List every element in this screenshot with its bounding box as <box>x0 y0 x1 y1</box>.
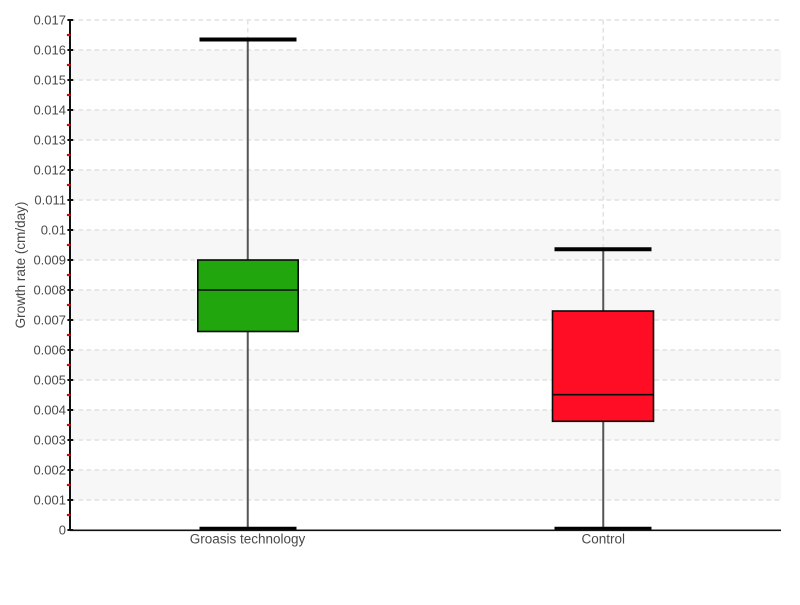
svg-text:0.009: 0.009 <box>33 252 66 267</box>
svg-text:0.011: 0.011 <box>34 192 66 207</box>
svg-text:0.001: 0.001 <box>33 492 66 507</box>
svg-text:0.017: 0.017 <box>33 12 66 27</box>
svg-text:Growth rate (cm/day): Growth rate (cm/day) <box>13 202 28 329</box>
svg-text:0.012: 0.012 <box>33 162 66 177</box>
svg-text:0.008: 0.008 <box>33 282 66 297</box>
svg-text:0.01: 0.01 <box>41 222 66 237</box>
svg-text:0.005: 0.005 <box>33 372 66 387</box>
svg-text:Control: Control <box>581 532 625 547</box>
svg-text:0: 0 <box>59 522 66 537</box>
svg-text:0.002: 0.002 <box>33 462 66 477</box>
svg-text:0.016: 0.016 <box>33 42 66 57</box>
svg-text:0.013: 0.013 <box>33 132 66 147</box>
svg-text:0.004: 0.004 <box>33 402 66 417</box>
svg-text:0.015: 0.015 <box>33 72 66 87</box>
svg-text:0.014: 0.014 <box>33 102 66 117</box>
svg-text:0.006: 0.006 <box>33 342 66 357</box>
svg-text:0.003: 0.003 <box>33 432 66 447</box>
svg-text:Groasis technology: Groasis technology <box>190 532 306 547</box>
svg-text:0.007: 0.007 <box>33 312 66 327</box>
